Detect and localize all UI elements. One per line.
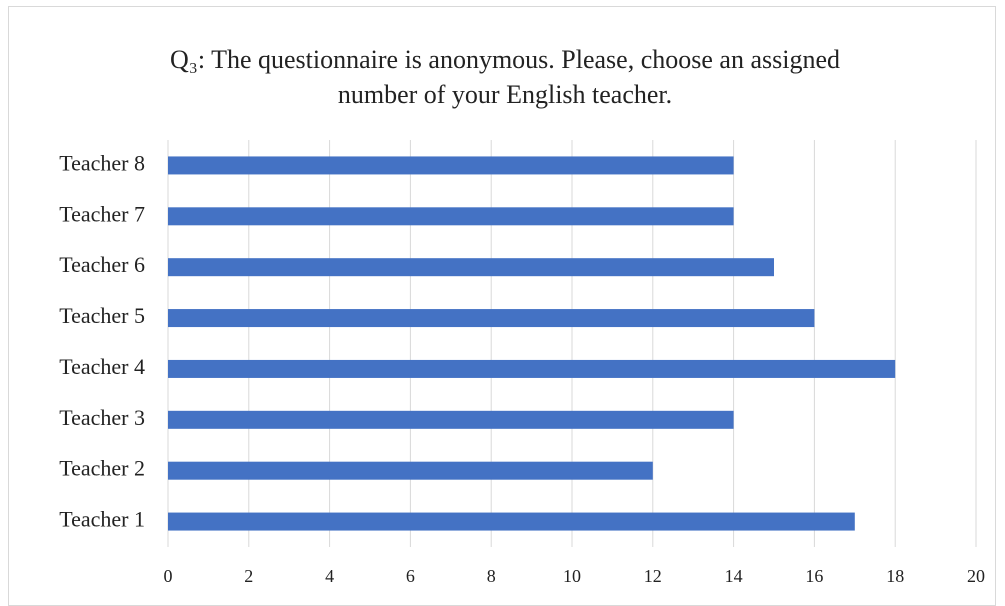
x-tick-label: 8: [487, 566, 496, 586]
x-tick-label: 10: [563, 566, 581, 586]
x-tick-label: 6: [406, 566, 415, 586]
x-tick-label: 0: [164, 566, 173, 586]
y-tick-label: Teacher 1: [59, 507, 145, 532]
x-tick-label: 14: [725, 566, 743, 586]
x-tick-label: 12: [644, 566, 662, 586]
x-tick-label: 18: [886, 566, 904, 586]
x-tick-label: 2: [244, 566, 253, 586]
y-tick-label: Teacher 6: [59, 252, 145, 277]
x-tick-label: 4: [325, 566, 334, 586]
x-tick-label: 16: [805, 566, 823, 586]
bar: [168, 207, 734, 226]
chart-title: Q₃: The questionnaire is anonymous. Plea…: [169, 45, 840, 109]
y-tick-label: Teacher 7: [59, 201, 145, 226]
x-tick-label: 20: [967, 566, 985, 586]
bar: [168, 512, 855, 531]
bar: [168, 309, 815, 328]
y-tick-label: Teacher 2: [59, 456, 145, 481]
y-tick-label: Teacher 5: [59, 303, 145, 328]
bar: [168, 359, 896, 378]
y-tick-label: Teacher 3: [59, 405, 145, 430]
y-tick-label: Teacher 4: [59, 354, 145, 379]
bar: [168, 156, 734, 175]
bar: [168, 410, 734, 429]
bar: [168, 461, 653, 480]
y-tick-label: Teacher 8: [59, 150, 145, 175]
bar: [168, 258, 774, 277]
